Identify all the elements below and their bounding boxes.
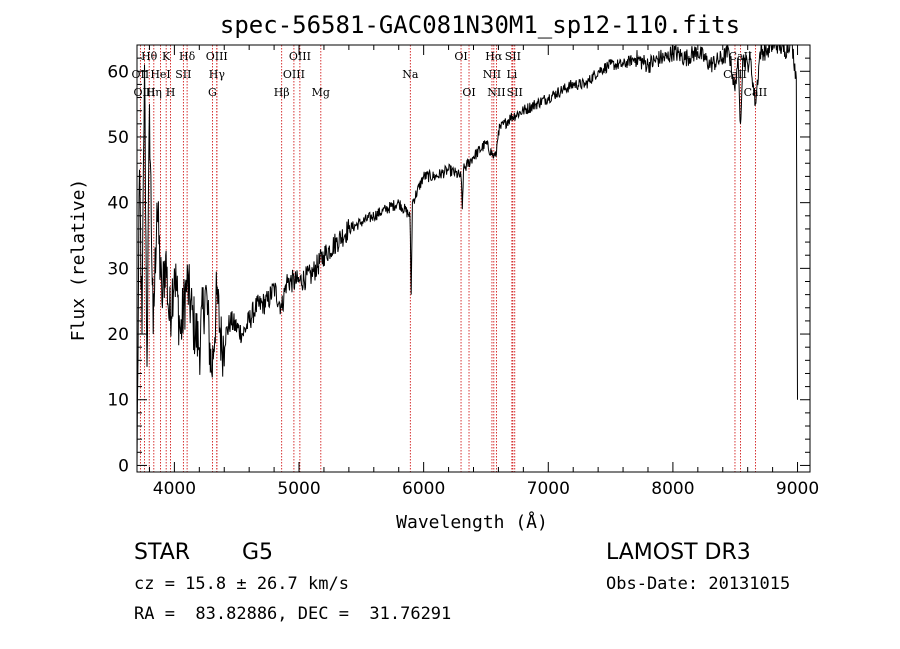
chart-title: spec-56581-GAC081N30M1_sp12-110.fits	[220, 11, 740, 39]
x-tick-label: 9000	[776, 479, 819, 499]
spectral-line-label: Hθ	[141, 50, 158, 63]
spectral-line-label: Mg	[312, 86, 330, 99]
plot-frame	[136, 44, 811, 473]
spectral-line-label: SII	[505, 50, 521, 63]
x-axis-label: Wavelength (Å)	[396, 511, 548, 533]
spectral-line-label: OIII	[283, 68, 305, 81]
spectral-line-label: K	[162, 50, 171, 63]
y-axis-ticks: 0 10 20 30 40 50 60	[107, 57, 810, 476]
spectral-line-label: SII	[507, 86, 523, 99]
spectral-line-label: H	[166, 86, 176, 99]
spectral-subclass: G5	[242, 540, 274, 565]
spectral-line-label: NII	[483, 68, 501, 81]
spectral-line-label: NII	[487, 86, 505, 99]
spectral-line-label: Hβ	[274, 86, 290, 99]
spectral-line-label: Hδ	[179, 50, 196, 63]
y-tick-label: 60	[107, 62, 129, 82]
spectral-line-label: Hγ	[209, 68, 226, 81]
spectral-line-label: CaII	[729, 50, 753, 63]
spectral-line-label: HeI	[150, 68, 170, 81]
spectral-line-label: OIII	[206, 50, 228, 63]
object-class: STAR	[134, 540, 191, 565]
spectrum-series-line	[136, 44, 798, 466]
y-tick-label: 40	[107, 194, 129, 214]
x-tick-label: 7000	[527, 479, 570, 499]
sky-coordinates: RA = 83.82886, DEC = 31.76291	[134, 604, 452, 624]
spectral-line-label: OII	[132, 68, 150, 81]
spectral-line-label: Li	[506, 68, 517, 81]
spectral-line-label: OI	[462, 86, 475, 99]
x-tick-label: 6000	[402, 479, 445, 499]
y-tick-label: 50	[107, 128, 129, 148]
spectral-line-label: OI	[454, 50, 467, 63]
y-axis-label: Flux (relative)	[68, 179, 89, 342]
spectral-line-label: Na	[402, 68, 419, 81]
y-tick-label: 10	[107, 391, 129, 411]
spectral-line-label: CaII	[723, 68, 747, 81]
spectral-line-label: SII	[175, 68, 191, 81]
spectral-line-label: Hη	[146, 86, 162, 99]
x-tick-label: 4000	[153, 479, 196, 499]
spectral-line-label: Hα	[485, 50, 503, 63]
redshift-velocity: cz = 15.8 ± 26.7 km/s	[134, 574, 349, 594]
x-tick-label: 8000	[651, 479, 694, 499]
y-tick-label: 0	[118, 456, 129, 476]
y-tick-label: 30	[107, 259, 129, 279]
x-tick-label: 5000	[277, 479, 320, 499]
survey-release: LAMOST DR3	[606, 540, 751, 565]
observation-date: Obs-Date: 20131015	[606, 574, 791, 594]
spectral-line-label: CaII	[744, 86, 768, 99]
spectral-line-label: G	[208, 86, 217, 99]
y-tick-label: 20	[107, 325, 129, 345]
x-axis-ticks: 4000 5000 6000 7000 8000 9000	[148, 45, 819, 499]
spectral-line-label: OIII	[289, 50, 311, 63]
spectral-line-markers	[139, 45, 756, 472]
